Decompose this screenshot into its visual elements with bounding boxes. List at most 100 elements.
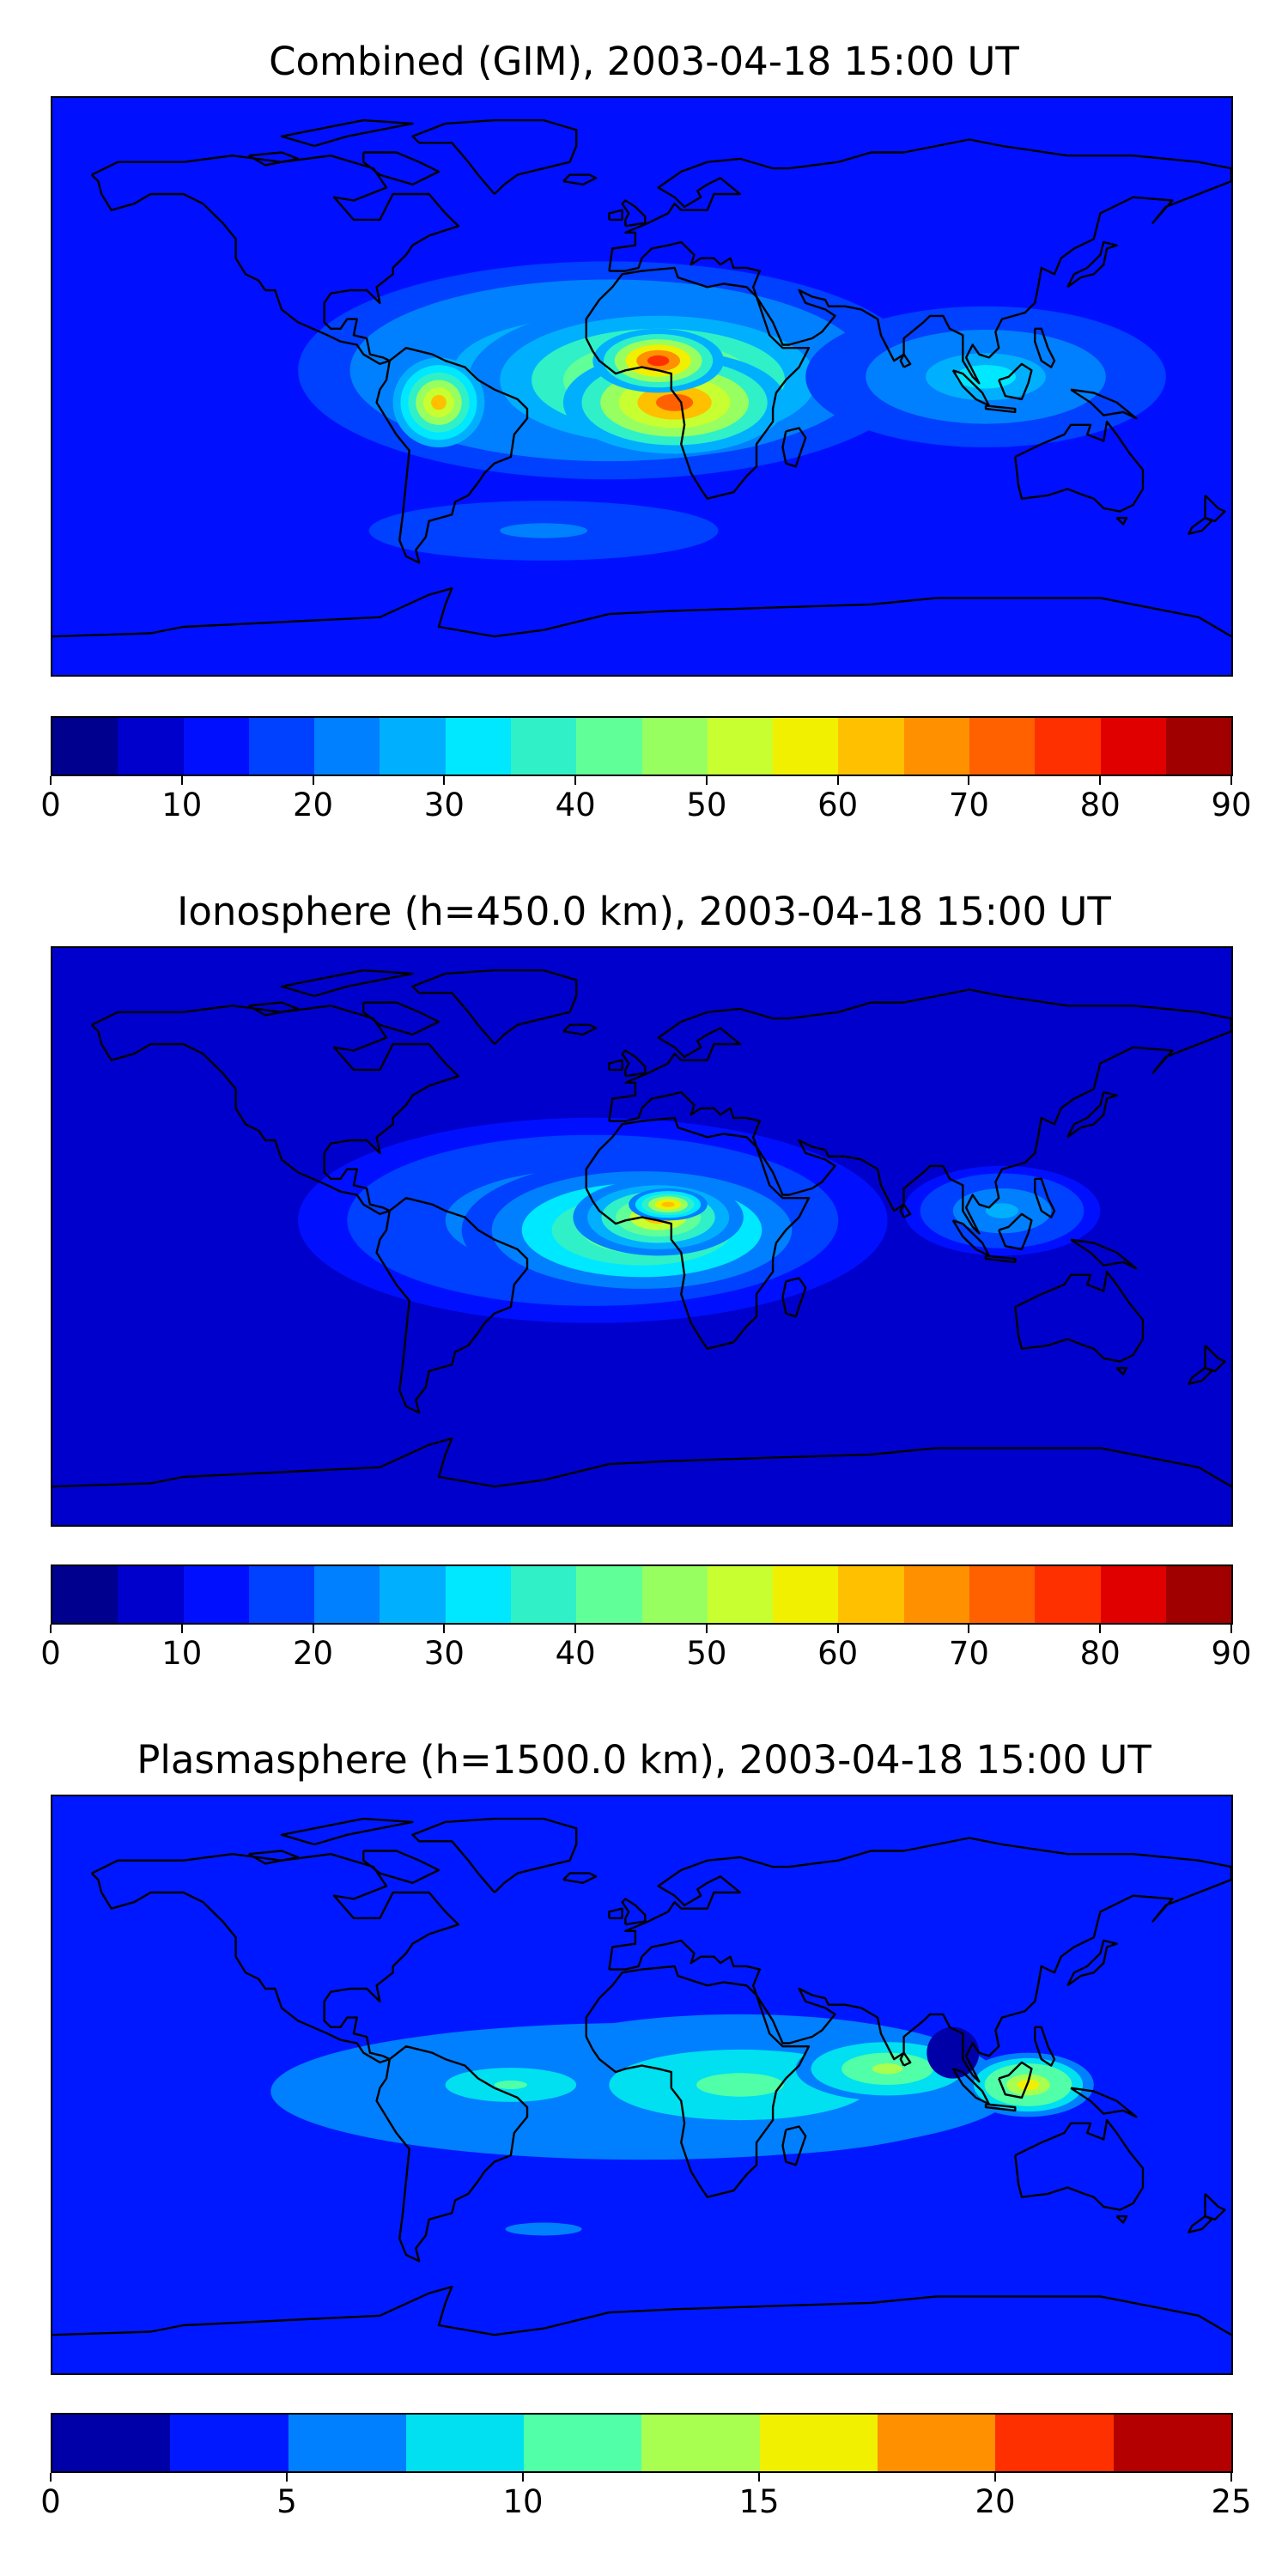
panel-title-ionosphere: Ionosphere (h=450.0 km), 2003-04-18 15:0… <box>177 889 1111 934</box>
coastline-4 <box>781 2125 807 2166</box>
coastline-15 <box>899 2051 912 2067</box>
colorbar-tick <box>836 1625 839 1633</box>
colorbar-tick <box>522 2473 524 2482</box>
coastline-13 <box>1070 1238 1138 1270</box>
colorbar-segment-17 <box>1165 1566 1231 1623</box>
field-contour-3-5 <box>647 355 670 367</box>
colorbar-tick <box>968 776 970 785</box>
colorbar-tick-label: 10 <box>161 787 203 823</box>
coastline-2 <box>375 1197 529 1414</box>
coastline-13 <box>1070 2087 1138 2118</box>
colorbar-segment-5 <box>380 1566 446 1623</box>
coastline-5 <box>608 988 1231 1235</box>
coastline-3 <box>585 1116 811 1350</box>
coastline-7 <box>608 209 623 222</box>
coastline-5 <box>608 138 1231 385</box>
colorbar-segment-4 <box>314 1566 380 1623</box>
colorbar-segment-17 <box>1165 718 1231 775</box>
colorbar-tick <box>836 776 839 785</box>
colorbar-segment-12 <box>838 718 904 775</box>
colorbar-segment-1 <box>170 2415 289 2471</box>
coastline-15 <box>899 353 912 368</box>
coastline-9 <box>1066 1091 1118 1139</box>
coastline-8 <box>562 1872 598 1884</box>
colorbar-segment-1 <box>118 718 184 775</box>
coastline-12 <box>984 1255 1017 1264</box>
colorbar-tick-label: 20 <box>293 1635 334 1672</box>
colorbar-tick-label: 0 <box>40 787 61 823</box>
colorbar-segment-11 <box>773 1566 839 1623</box>
coastline-21 <box>362 151 440 185</box>
coastline-15 <box>899 1203 912 1218</box>
colorbar-combined <box>51 716 1233 776</box>
colorbar-tick-label: 15 <box>738 2483 780 2520</box>
colorbar-tick <box>286 2473 288 2482</box>
map-ionosphere <box>51 946 1233 1527</box>
colorbar-tick <box>705 1625 708 1633</box>
coastline-19 <box>1188 2215 1213 2233</box>
coastline-16 <box>1014 1270 1145 1363</box>
coastline-18 <box>1204 2193 1226 2221</box>
colorbar-tick <box>574 1625 577 1633</box>
colorbar-tick-label: 70 <box>948 1635 989 1672</box>
coastline-16 <box>1014 2118 1145 2211</box>
colorbar-tick-label: 0 <box>40 1635 61 1672</box>
colorbar-segment-13 <box>903 718 969 775</box>
coastline-21 <box>362 1850 440 1884</box>
coastline-9 <box>1066 240 1118 289</box>
colorbar-tick <box>443 1625 446 1633</box>
colorbar-segment-14 <box>969 718 1036 775</box>
colorbar-tick <box>758 2473 760 2482</box>
coastline-16 <box>1014 420 1145 513</box>
panel-title-combined: Combined (GIM), 2003-04-18 15:00 UT <box>269 39 1019 84</box>
coastline-20 <box>52 2286 1231 2336</box>
coastline-11 <box>998 2061 1033 2099</box>
colorbar-segment-8 <box>576 718 642 775</box>
coastline-6 <box>621 199 647 228</box>
field-contour-2-5 <box>656 393 694 411</box>
coastline-20 <box>52 587 1231 638</box>
colorbar-segment-14 <box>969 1566 1036 1623</box>
coastline-1 <box>411 969 578 1045</box>
coastline-3 <box>585 266 811 500</box>
colorbar-segment-0 <box>52 718 118 775</box>
colorbar-tick-label: 80 <box>1079 1635 1121 1672</box>
colorbar-tick <box>50 1625 52 1633</box>
colorbar-segment-0 <box>52 2415 171 2471</box>
coastline-6 <box>621 1898 647 1926</box>
coastline-0 <box>90 1853 460 2064</box>
field-contour-1-5 <box>696 2073 784 2097</box>
field-contour-5-5 <box>948 2048 957 2057</box>
colorbar-tick-label: 70 <box>948 787 989 823</box>
colorbar-segment-3 <box>248 718 315 775</box>
colorbar-tick-label: 10 <box>161 1635 203 1672</box>
coastline-17 <box>1115 2215 1128 2224</box>
colorbar-segment-8 <box>576 1566 642 1623</box>
colorbar-tick-label: 60 <box>817 787 859 823</box>
colorbar-tick-label: 20 <box>975 2483 1016 2520</box>
coastline-13 <box>1070 388 1138 420</box>
field-contour-6-5 <box>500 523 587 538</box>
colorbar-segment-8 <box>995 2415 1114 2471</box>
coastline-23 <box>248 1001 300 1017</box>
colorbar-segment-9 <box>1113 2415 1231 2471</box>
colorbar-tick <box>705 776 708 785</box>
coastline-17 <box>1115 516 1128 526</box>
coastline-5 <box>608 1837 1231 2083</box>
coastline-23 <box>248 1850 300 1865</box>
colorbar-tick-label: 5 <box>276 2483 297 2520</box>
coastline-14 <box>1034 2026 1056 2067</box>
coastline-11 <box>998 362 1033 401</box>
field-contour-3-5 <box>1017 2079 1040 2091</box>
colorbar-segment-15 <box>1035 718 1101 775</box>
coastline-22 <box>280 118 414 148</box>
colorbar-segment-7 <box>510 718 577 775</box>
coastline-3 <box>585 1965 811 2198</box>
coastline-1 <box>411 118 578 195</box>
colorbar-segment-13 <box>903 1566 969 1623</box>
colorbar-segment-4 <box>314 718 380 775</box>
colorbar-segment-12 <box>838 1566 904 1623</box>
coastline-4 <box>781 427 807 468</box>
colorbar-segment-4 <box>524 2415 642 2471</box>
colorbar-tick <box>312 1625 314 1633</box>
